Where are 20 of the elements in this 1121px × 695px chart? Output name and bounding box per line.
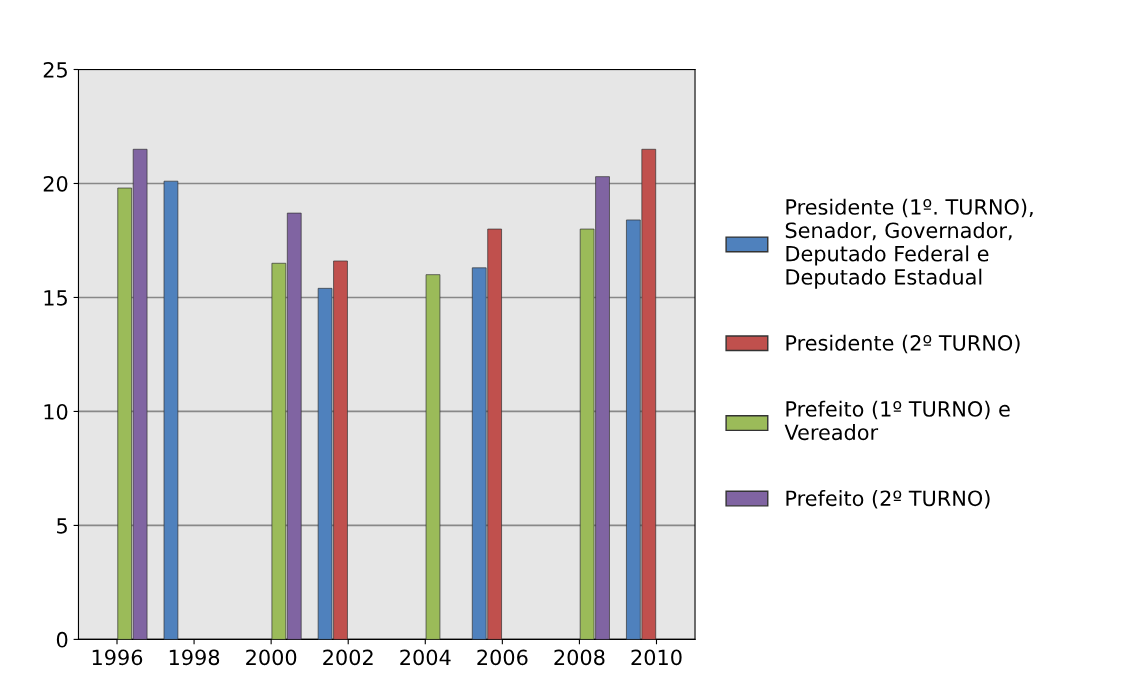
bar	[163, 180, 179, 640]
y-tick-label: 20	[43, 175, 68, 192]
x-tick-label: 2002	[323, 649, 373, 666]
legend-label: Presidente (2º TURNO)	[786, 334, 1020, 354]
y-tick-label: 15	[44, 290, 67, 306]
legend-label: Prefeito (1º TURNO) e Vereador	[784, 400, 1010, 441]
bar	[425, 274, 441, 640]
legend-label: Presidente (1º. TURNO), Senador, Governador, Deputado Federal e Deputado Estadual	[785, 198, 1033, 289]
x-tick-label: 2000	[246, 649, 297, 666]
x-tick-label: 2008	[554, 649, 605, 666]
x-tick-label: 1996	[92, 649, 143, 666]
legend-label: Prefeito (2º TURNO)	[786, 490, 990, 509]
x-tick-label: 2010	[631, 649, 682, 666]
y-tick-label: 0	[56, 631, 68, 648]
y-tick-label: 10	[44, 403, 68, 420]
x-tick-label: 2006	[477, 649, 528, 666]
y-tick-label: 25	[43, 61, 67, 78]
y-tick-label: 5	[57, 518, 67, 534]
x-tick-label: 1998	[169, 649, 220, 666]
x-tick-label: 2004	[400, 649, 451, 666]
